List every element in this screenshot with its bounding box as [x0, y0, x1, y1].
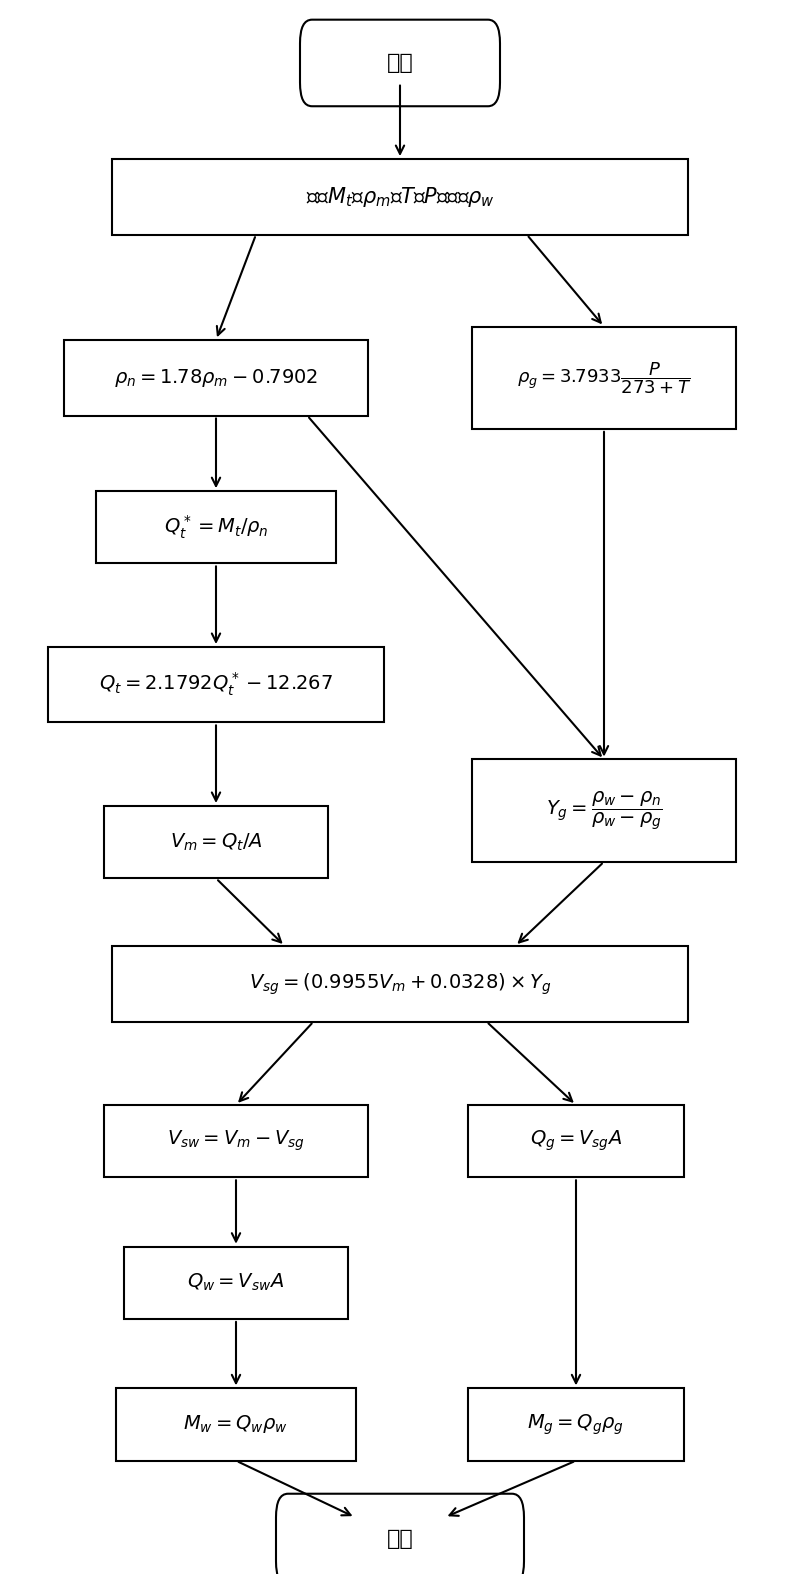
Text: $\mathit{测得}M_t\mathit{、}\rho_m\mathit{、}T\mathit{、}P\mathit{，设置}\rho_w$: $\mathit{测得}M_t\mathit{、}\rho_m\mathit{、…	[306, 184, 494, 209]
Text: 结束: 结束	[386, 1530, 414, 1549]
Bar	[112, 159, 688, 235]
Bar	[468, 1105, 684, 1177]
Bar	[472, 327, 736, 430]
Text: $V_m = Q_t / A$: $V_m = Q_t / A$	[170, 831, 262, 853]
FancyBboxPatch shape	[300, 20, 500, 107]
Bar	[104, 806, 328, 878]
Text: $Q_t^* = M_t / \rho_n$: $Q_t^* = M_t / \rho_n$	[164, 513, 268, 541]
Text: $M_w = Q_w\rho_w$: $M_w = Q_w\rho_w$	[183, 1413, 289, 1435]
Text: $Q_g = V_{sg}A$: $Q_g = V_{sg}A$	[530, 1129, 622, 1154]
Text: $M_g = Q_g\rho_g$: $M_g = Q_g\rho_g$	[527, 1412, 625, 1437]
Text: $Q_t = 2.1792Q_t^* - 12.267$: $Q_t = 2.1792Q_t^* - 12.267$	[99, 671, 333, 699]
Bar	[64, 340, 368, 416]
Bar	[468, 1388, 684, 1461]
Text: $V_{sg} = (0.9955V_m + 0.0328) \times Y_g$: $V_{sg} = (0.9955V_m + 0.0328) \times Y_…	[249, 971, 551, 996]
Bar	[48, 647, 384, 722]
Bar	[472, 760, 736, 863]
Bar	[124, 1247, 348, 1319]
Bar	[116, 1388, 356, 1461]
Text: $V_{sw} = V_m - V_{sg}$: $V_{sw} = V_m - V_{sg}$	[167, 1129, 305, 1154]
Text: $Q_w = V_{sw}A$: $Q_w = V_{sw}A$	[187, 1272, 285, 1294]
Text: $Y_g = \dfrac{\rho_w - \rho_n}{\rho_w - \rho_g}$: $Y_g = \dfrac{\rho_w - \rho_n}{\rho_w - …	[546, 789, 662, 833]
Bar	[112, 946, 688, 1022]
Text: 开始: 开始	[386, 54, 414, 72]
Text: $\rho_n = 1.78\rho_m - 0.7902$: $\rho_n = 1.78\rho_m - 0.7902$	[114, 367, 318, 389]
Text: $\rho_g = 3.7933\dfrac{P}{273+T}$: $\rho_g = 3.7933\dfrac{P}{273+T}$	[517, 360, 691, 395]
Bar	[96, 491, 336, 563]
Bar	[104, 1105, 368, 1177]
FancyBboxPatch shape	[276, 1494, 524, 1574]
